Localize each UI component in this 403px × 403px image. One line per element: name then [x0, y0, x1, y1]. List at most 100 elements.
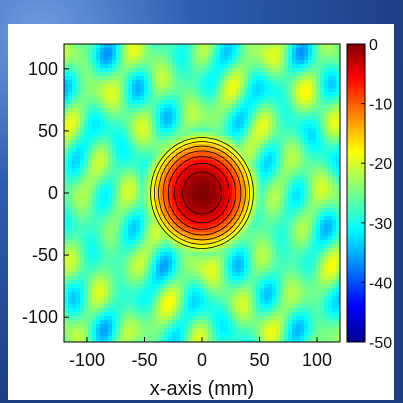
heatmap-cell [92, 336, 97, 341]
heatmap-cell [148, 112, 153, 117]
heatmap-cell [272, 244, 277, 249]
heatmap-cell [192, 92, 197, 97]
heatmap-cell [280, 284, 285, 289]
heatmap-cell [156, 248, 161, 253]
heatmap-cell [124, 336, 129, 341]
heatmap-cell [224, 156, 229, 161]
heatmap-cell [96, 88, 101, 93]
heatmap-cell [188, 148, 193, 153]
heatmap-cell [164, 152, 169, 157]
heatmap-cell [124, 236, 129, 241]
heatmap-cell [120, 296, 125, 301]
heatmap-cell [300, 268, 305, 273]
heatmap-cell [272, 64, 277, 69]
heatmap-cell [280, 216, 285, 221]
heatmap-cell [100, 272, 105, 277]
heatmap-cell [304, 252, 309, 257]
heatmap-cell [132, 176, 137, 181]
heatmap-cell [96, 44, 101, 49]
heatmap-cell [112, 296, 117, 301]
heatmap-cell [288, 80, 293, 85]
heatmap-cell [168, 132, 173, 137]
heatmap-cell [128, 280, 133, 285]
heatmap-cell [284, 324, 289, 329]
heatmap-cell [220, 156, 225, 161]
heatmap-cell [152, 124, 157, 129]
heatmap-cell [144, 68, 149, 73]
heatmap-cell [92, 288, 97, 293]
heatmap-cell [252, 280, 257, 285]
heatmap-cell [272, 264, 277, 269]
heatmap-cell [204, 60, 209, 65]
heatmap-cell [288, 68, 293, 73]
heatmap-cell [248, 340, 253, 342]
heatmap-cell [64, 312, 69, 317]
heatmap-cell [124, 144, 129, 149]
heatmap-cell [136, 256, 141, 261]
heatmap-cell [112, 312, 117, 317]
heatmap-cell [312, 184, 317, 189]
heatmap-cell [188, 176, 193, 181]
heatmap-cell [272, 292, 277, 297]
heatmap-cell [284, 284, 289, 289]
heatmap-cell [248, 132, 253, 137]
heatmap-cell [320, 144, 325, 149]
heatmap-cell [160, 76, 165, 81]
heatmap-cell [200, 204, 205, 209]
heatmap-cell [68, 296, 73, 301]
heatmap-cell [272, 60, 277, 65]
heatmap-cell [300, 240, 305, 245]
heatmap-cell [128, 324, 133, 329]
heatmap-cell [156, 124, 161, 129]
heatmap-cell [212, 48, 217, 53]
heatmap-cell [288, 116, 293, 121]
heatmap-cell [248, 272, 253, 277]
heatmap-cell [196, 132, 201, 137]
heatmap-cell [64, 96, 69, 101]
heatmap-cell [256, 308, 261, 313]
heatmap-cell [164, 340, 169, 342]
heatmap-cell [172, 156, 177, 161]
heatmap-cell [320, 340, 325, 342]
heatmap-cell [288, 216, 293, 221]
heatmap-cell [132, 216, 137, 221]
heatmap-cell [320, 48, 325, 53]
heatmap-cell [268, 180, 273, 185]
heatmap-cell [252, 196, 257, 201]
heatmap-cell [264, 272, 269, 277]
heatmap-cell [324, 164, 329, 169]
heatmap-cell [108, 44, 113, 49]
heatmap-cell [268, 292, 273, 297]
heatmap-cell [120, 84, 125, 89]
heatmap-cell [172, 124, 177, 129]
heatmap-cell [248, 260, 253, 265]
heatmap-cell [136, 316, 141, 321]
heatmap-cell [256, 180, 261, 185]
heatmap-cell [220, 192, 225, 197]
heatmap-cell [304, 104, 309, 109]
heatmap-cell [244, 316, 249, 321]
heatmap-cell [272, 164, 277, 169]
heatmap-cell [328, 52, 333, 57]
heatmap-cell [104, 320, 109, 325]
heatmap-cell [260, 328, 265, 333]
heatmap-cell [252, 140, 257, 145]
heatmap-cell [316, 196, 321, 201]
heatmap-cell [244, 304, 249, 309]
heatmap-cell [264, 128, 269, 133]
heatmap-cell [172, 292, 177, 297]
heatmap-cell [284, 108, 289, 113]
heatmap-cell [280, 92, 285, 97]
heatmap-cell [92, 312, 97, 317]
heatmap-cell [284, 296, 289, 301]
heatmap-cell [104, 272, 109, 277]
heatmap-cell [264, 76, 269, 81]
heatmap-cell [204, 84, 209, 89]
heatmap-cell [184, 140, 189, 145]
heatmap-cell [276, 92, 281, 97]
heatmap-cell [236, 288, 241, 293]
heatmap-cell [160, 96, 165, 101]
heatmap-cell [100, 224, 105, 229]
heatmap-cell [300, 256, 305, 261]
heatmap-cell [124, 308, 129, 313]
